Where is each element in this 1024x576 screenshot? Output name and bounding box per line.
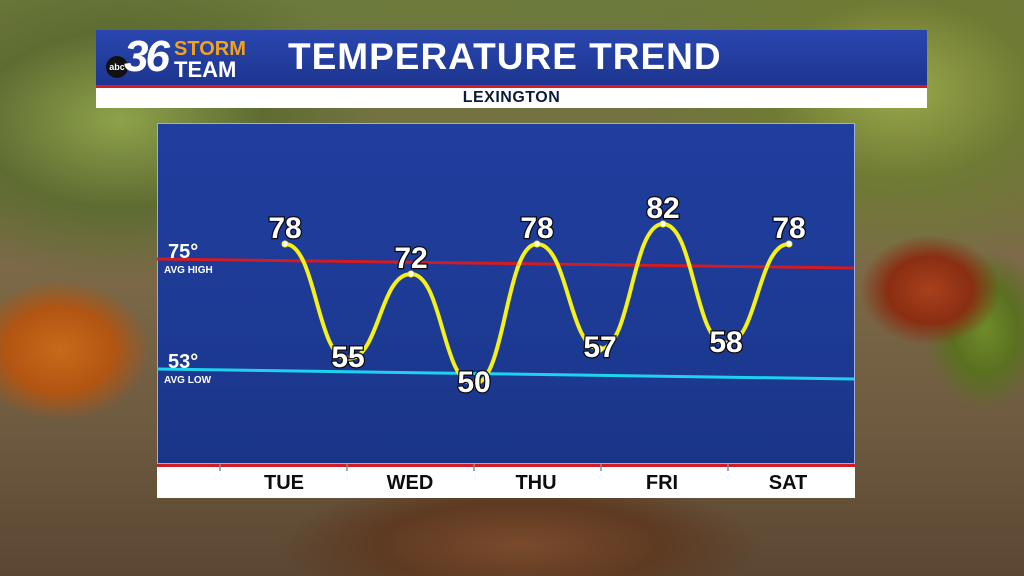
data-label-wed-low: 50 <box>457 366 490 399</box>
page-title: TEMPERATURE TREND <box>288 36 722 77</box>
x-label-sat: SAT <box>769 472 808 494</box>
data-label-fri-low: 58 <box>709 326 742 359</box>
ref-label-avg-low: 53° <box>168 351 198 373</box>
data-label-fri-high: 82 <box>646 192 679 225</box>
ref-line-avg-high <box>156 257 855 270</box>
ref-line-avg-low <box>156 367 855 381</box>
data-point-wed-high <box>407 270 415 278</box>
location-label: LEXINGTON <box>462 89 561 106</box>
data-point-sat-high <box>785 240 793 248</box>
title-bar: abc 36 STORM TEAM TEMPERATURE TREND <box>96 30 927 88</box>
logo-storm: STORM <box>174 38 246 60</box>
ref-sublabel-avg-high: AVG HIGH <box>164 265 213 276</box>
abc-badge: abc <box>106 56 128 78</box>
chart-panel <box>157 123 855 464</box>
logo-number: 36 <box>124 32 170 81</box>
location-bar: LEXINGTON <box>96 88 927 108</box>
data-point-thu-high <box>533 240 541 248</box>
data-label-wed-high: 72 <box>394 242 427 275</box>
data-point-wed-low <box>470 380 478 388</box>
data-point-thu-low <box>596 345 604 353</box>
station-logo: abc 36 STORM TEAM <box>104 32 249 82</box>
x-axis-panel <box>157 464 855 498</box>
data-point-fri-low <box>722 340 730 348</box>
x-label-thu: THU <box>515 472 556 494</box>
data-label-tue-low: 55 <box>331 341 364 374</box>
data-label-thu-high: 78 <box>520 212 553 245</box>
ref-label-avg-high: 75° <box>168 241 198 263</box>
ref-sublabel-avg-low: AVG LOW <box>164 375 212 386</box>
data-label-tue-high: 78 <box>268 212 301 245</box>
x-label-wed: WED <box>387 472 434 494</box>
data-label-thu-low: 57 <box>583 331 616 364</box>
data-point-tue-low <box>344 355 352 363</box>
x-label-fri: FRI <box>646 472 678 494</box>
data-point-tue-high <box>281 240 289 248</box>
data-label-sat-high: 78 <box>772 212 805 245</box>
data-point-fri-high <box>659 220 667 228</box>
logo-team: TEAM <box>174 57 237 82</box>
x-label-tue: TUE <box>264 472 304 494</box>
axis-divider <box>157 464 855 467</box>
